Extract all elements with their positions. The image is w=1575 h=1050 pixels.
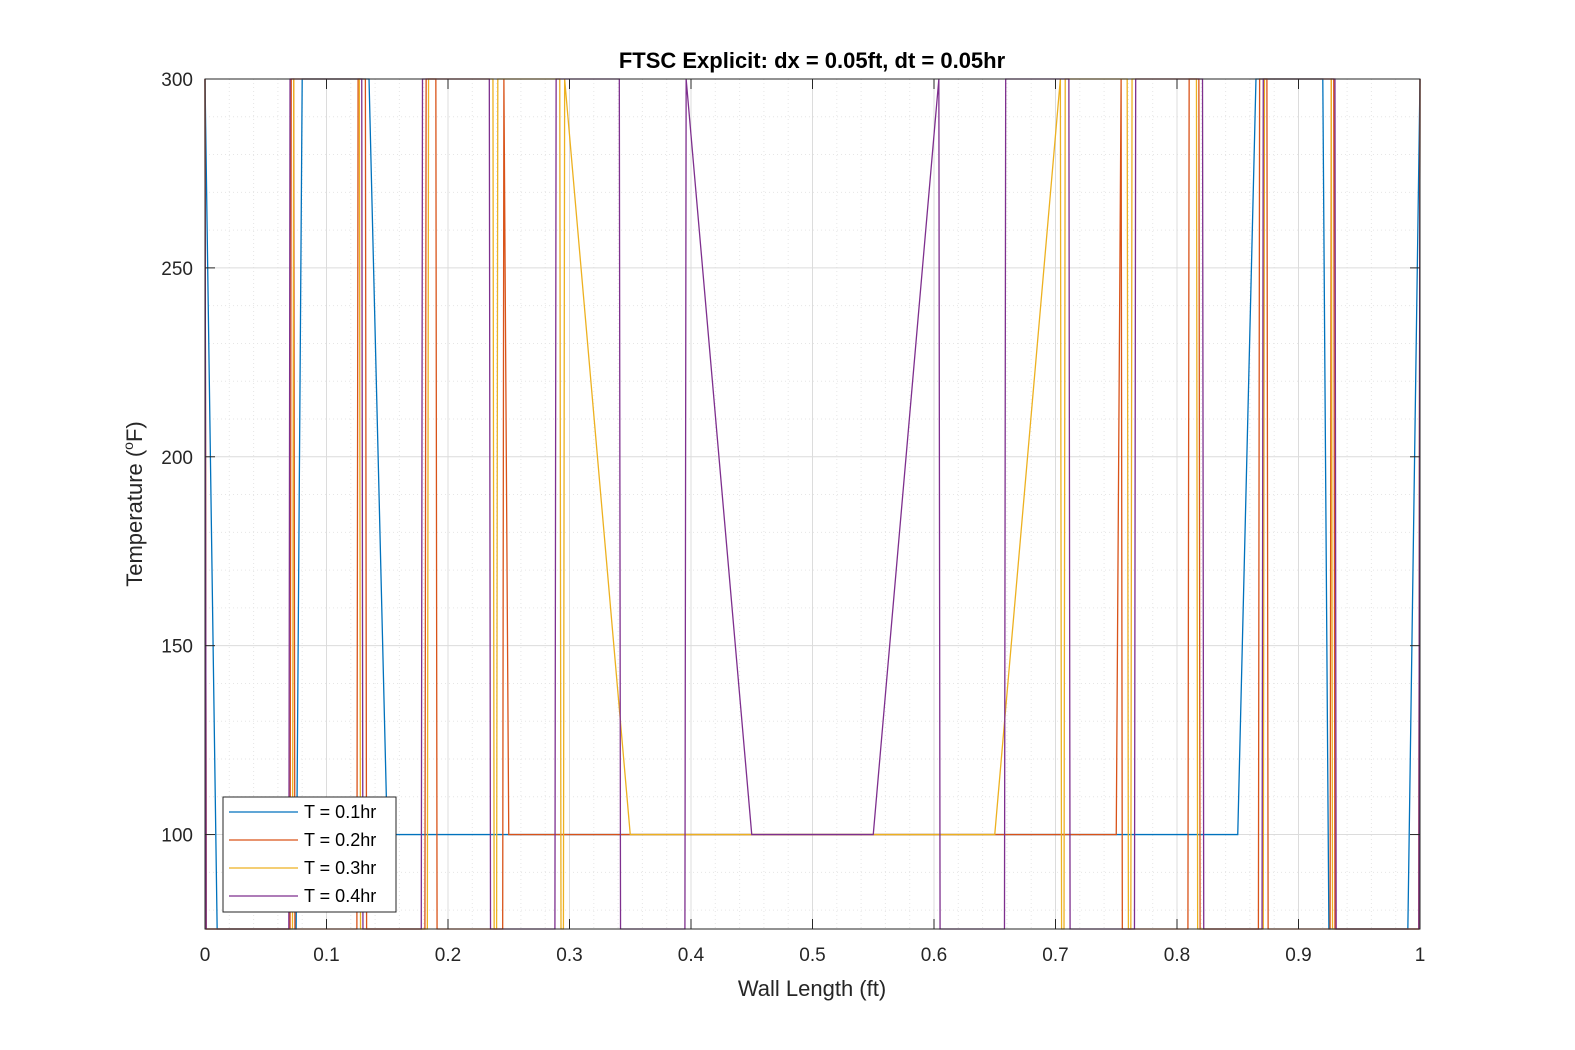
x-tick-label: 0.9: [1285, 945, 1311, 966]
x-tick-label: 0.7: [1042, 945, 1068, 966]
y-tick-label: 250: [161, 259, 193, 280]
x-tick-label: 0.3: [556, 945, 582, 966]
y-axis-label: Temperature (oF): [120, 421, 147, 587]
y-axis-label-main: Temperature (: [122, 449, 147, 587]
chart-title: FTSC Explicit: dx = 0.05ft, dt = 0.05hr: [619, 48, 1006, 73]
x-axis-label: Wall Length (ft): [738, 976, 886, 1001]
legend: T = 0.1hr T = 0.2hr T = 0.3hr T = 0.4hr: [222, 796, 397, 913]
y-axis-label-end: F): [122, 421, 147, 442]
y-tick-label: 100: [161, 826, 193, 847]
x-tick-label: 0.5: [799, 945, 825, 966]
y-tick-label: 300: [161, 70, 193, 91]
x-tick-label: 0: [200, 945, 211, 966]
x-tick-label: 0.2: [435, 945, 461, 966]
legend-label: T = 0.2hr: [304, 830, 376, 850]
x-tick-label: 0.4: [678, 945, 705, 966]
x-tick-label: 1: [1415, 945, 1426, 966]
y-axis-label-superscript: o: [120, 442, 136, 450]
x-tick-label: 0.1: [313, 945, 339, 966]
x-tick-label: 0.8: [1164, 945, 1190, 966]
x-tick-label: 0.6: [921, 945, 947, 966]
legend-label: T = 0.3hr: [304, 858, 376, 878]
y-tick-label: 200: [161, 448, 193, 469]
legend-label: T = 0.1hr: [304, 802, 376, 822]
y-tick-label: 150: [161, 637, 193, 658]
ticks: 0 0.1 0.2 0.3 0.4 0.5 0.6 0.7 0.8 0.9 1 100 150 200 25…: [161, 70, 1425, 966]
legend-box: [222, 796, 397, 913]
legend-label: T = 0.4hr: [304, 886, 376, 906]
